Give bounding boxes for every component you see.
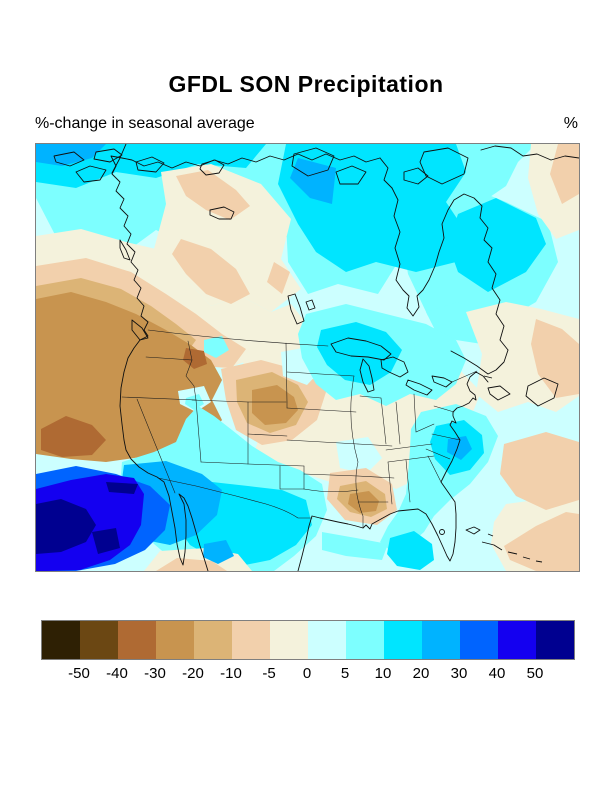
colorbar-segment xyxy=(194,621,232,659)
colorbar-segment xyxy=(232,621,270,659)
map-frame xyxy=(35,143,580,572)
colorbar-tick-label: -10 xyxy=(220,665,242,682)
contour-fills xyxy=(36,144,579,571)
map-canvas xyxy=(36,144,579,571)
colorbar-segment xyxy=(384,621,422,659)
colorbar-tick-label: 30 xyxy=(450,665,468,682)
colorbar-tick-label: -20 xyxy=(182,665,204,682)
unit-label: % xyxy=(563,115,578,132)
colorbar-segment xyxy=(460,621,498,659)
islands-and-lakes xyxy=(53,147,559,563)
colorbar-segment xyxy=(156,621,194,659)
colorbar-tick-label: -50 xyxy=(68,665,90,682)
colorbar-segment xyxy=(308,621,346,659)
colorbar-segment xyxy=(498,621,536,659)
colorbar-tick-label: -30 xyxy=(144,665,166,682)
colorbar-tick-labels: -50 -40 -30 -20 -10 -5 0 5 10 20 30 40 50 xyxy=(41,665,573,683)
colorbar-segment xyxy=(536,621,574,659)
subtitle-row: %-change in seasonal average % xyxy=(35,111,578,133)
colorbar-tick-label: 40 xyxy=(488,665,506,682)
colorbar-segment xyxy=(270,621,308,659)
colorbar-tick-label: 10 xyxy=(374,665,392,682)
page-title: GFDL SON Precipitation xyxy=(168,71,444,97)
colorbar-tick-label: -40 xyxy=(106,665,128,682)
colorbar-segment xyxy=(118,621,156,659)
colorbar-tick-label: 20 xyxy=(412,665,430,682)
state-borders xyxy=(121,329,478,529)
colorbar-tick-label: 50 xyxy=(526,665,544,682)
colorbar-segment xyxy=(80,621,118,659)
subtitle-left: %-change in seasonal average xyxy=(35,115,255,132)
colorbar-tick-label: 0 xyxy=(302,665,312,682)
colorbar-segment xyxy=(422,621,460,659)
colorbar-tick-label: 5 xyxy=(340,665,350,682)
colorbar xyxy=(41,620,575,660)
colorbar-segment xyxy=(346,621,384,659)
colorbar-tick-label: -5 xyxy=(262,665,276,682)
colorbar-segment xyxy=(42,621,80,659)
